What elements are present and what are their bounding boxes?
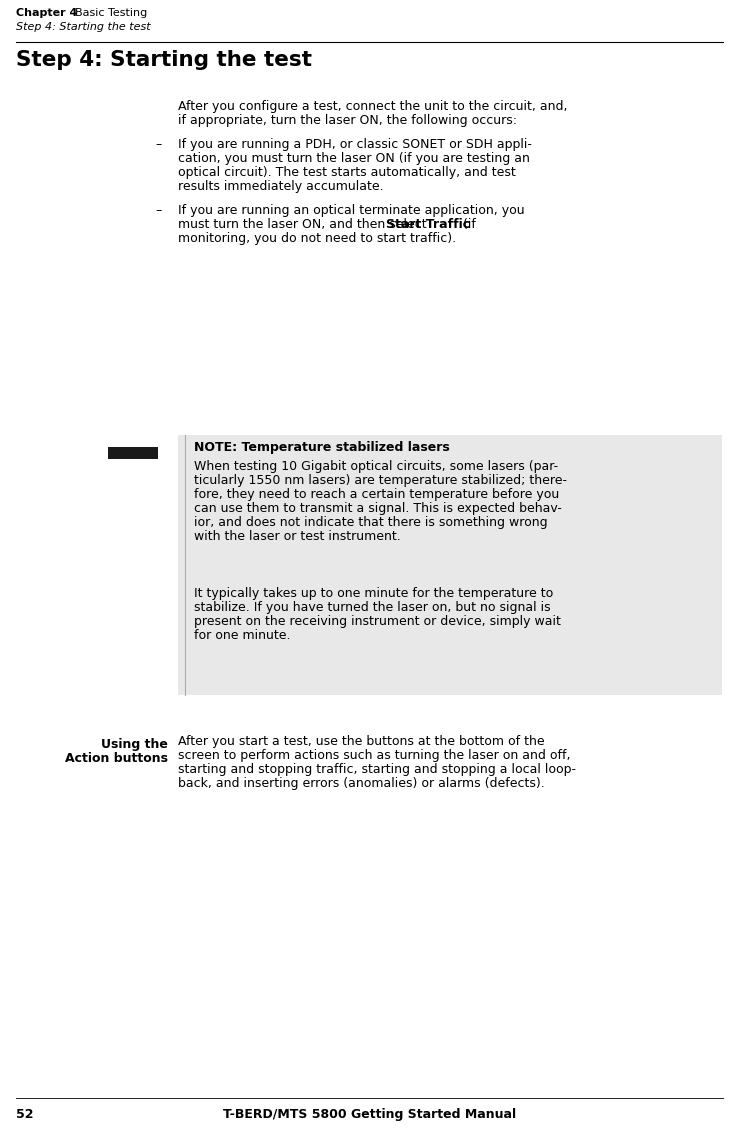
- Text: stabilize. If you have turned the laser on, but no signal is: stabilize. If you have turned the laser …: [194, 601, 551, 615]
- Text: NOTE: Temperature stabilized lasers: NOTE: Temperature stabilized lasers: [194, 442, 450, 454]
- Text: back, and inserting errors (anomalies) or alarms (defects).: back, and inserting errors (anomalies) o…: [178, 777, 545, 790]
- Text: Start Traffic: Start Traffic: [386, 218, 470, 231]
- Text: ior, and does not indicate that there is something wrong: ior, and does not indicate that there is…: [194, 516, 548, 529]
- Text: If you are running an optical terminate application, you: If you are running an optical terminate …: [178, 204, 525, 217]
- FancyBboxPatch shape: [178, 435, 722, 695]
- Text: After you configure a test, connect the unit to the circuit, and,: After you configure a test, connect the …: [178, 100, 568, 113]
- Text: must turn the laser ON, and then select: must turn the laser ON, and then select: [178, 218, 431, 231]
- Text: (if: (if: [459, 218, 476, 231]
- Text: Chapter 4: Chapter 4: [16, 8, 78, 18]
- Text: optical circuit). The test starts automatically, and test: optical circuit). The test starts automa…: [178, 166, 516, 179]
- Text: screen to perform actions such as turning the laser on and off,: screen to perform actions such as turnin…: [178, 749, 571, 762]
- Text: cation, you must turn the laser ON (if you are testing an: cation, you must turn the laser ON (if y…: [178, 152, 530, 165]
- Text: Step 4: Starting the test: Step 4: Starting the test: [16, 22, 151, 32]
- Text: 52: 52: [16, 1108, 33, 1121]
- Text: ticularly 1550 nm lasers) are temperature stabilized; there-: ticularly 1550 nm lasers) are temperatur…: [194, 475, 567, 487]
- Text: After you start a test, use the buttons at the bottom of the: After you start a test, use the buttons …: [178, 735, 545, 748]
- Text: starting and stopping traffic, starting and stopping a local loop-: starting and stopping traffic, starting …: [178, 762, 576, 776]
- Text: –: –: [155, 204, 161, 217]
- Text: fore, they need to reach a certain temperature before you: fore, they need to reach a certain tempe…: [194, 488, 559, 501]
- Text: If you are running a PDH, or classic SONET or SDH appli-: If you are running a PDH, or classic SON…: [178, 138, 532, 151]
- Text: It typically takes up to one minute for the temperature to: It typically takes up to one minute for …: [194, 587, 554, 600]
- Text: T-BERD/MTS 5800 Getting Started Manual: T-BERD/MTS 5800 Getting Started Manual: [223, 1108, 517, 1121]
- Text: if appropriate, turn the laser ON, the following occurs:: if appropriate, turn the laser ON, the f…: [178, 114, 517, 127]
- FancyBboxPatch shape: [108, 447, 158, 459]
- Text: Basic Testing: Basic Testing: [68, 8, 147, 18]
- Text: Action buttons: Action buttons: [65, 752, 168, 765]
- Text: monitoring, you do not need to start traffic).: monitoring, you do not need to start tra…: [178, 232, 456, 245]
- Text: Using the: Using the: [101, 739, 168, 751]
- Text: results immediately accumulate.: results immediately accumulate.: [178, 180, 384, 193]
- Text: can use them to transmit a signal. This is expected behav-: can use them to transmit a signal. This …: [194, 502, 562, 516]
- Text: Step 4: Starting the test: Step 4: Starting the test: [16, 50, 312, 71]
- Text: –: –: [155, 138, 161, 151]
- Text: When testing 10 Gigabit optical circuits, some lasers (par-: When testing 10 Gigabit optical circuits…: [194, 460, 558, 473]
- Text: present on the receiving instrument or device, simply wait: present on the receiving instrument or d…: [194, 615, 561, 628]
- Text: for one minute.: for one minute.: [194, 629, 290, 642]
- Text: with the laser or test instrument.: with the laser or test instrument.: [194, 530, 401, 543]
